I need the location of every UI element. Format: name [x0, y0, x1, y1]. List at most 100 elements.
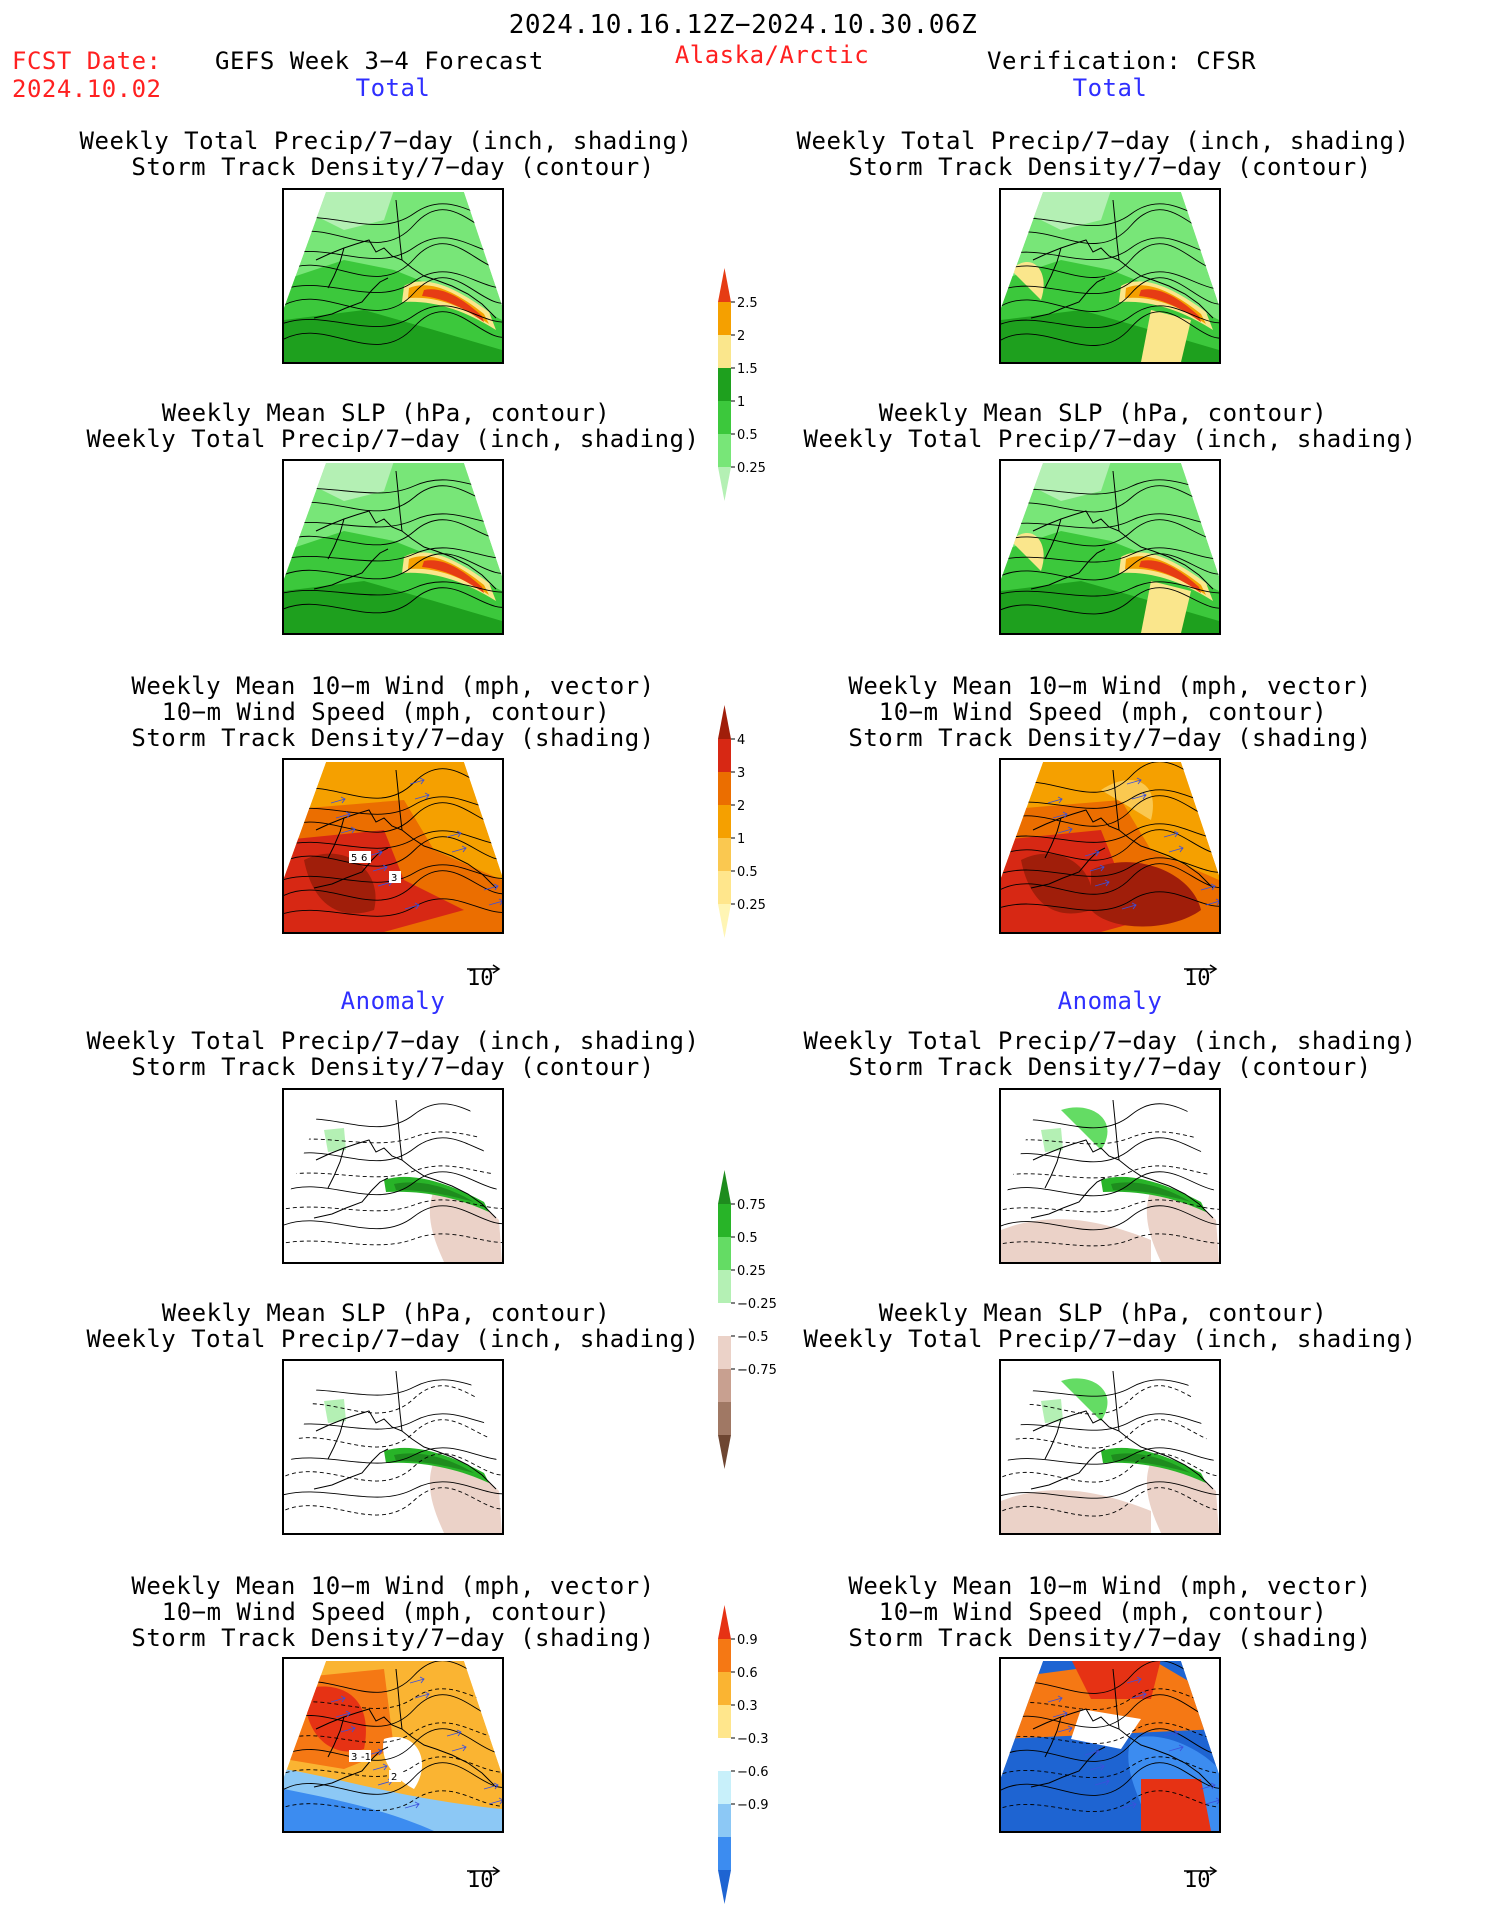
colorbar-swatch [718, 1170, 731, 1204]
shade-region [1001, 1490, 1151, 1533]
panel-title-line: Weekly Total Precip/7−day (inch, shading… [796, 127, 1410, 155]
contour-line [1001, 1131, 1219, 1145]
wind-vector [340, 1725, 356, 1733]
shade-region [1021, 853, 1093, 914]
contour-line [1001, 547, 1219, 563]
coastline [395, 1370, 403, 1432]
contour-line [284, 1487, 502, 1516]
contour-line [1001, 891, 1219, 911]
contour-label: 5 [351, 853, 357, 864]
verif-anomaly-label: Anomaly [1057, 987, 1163, 1015]
vector-reference-label: 10 [467, 1868, 494, 1893]
shade-region [1041, 1399, 1063, 1423]
panel-title-line: Storm Track Density/7−day (contour) [131, 153, 655, 181]
contour-line [284, 1137, 502, 1162]
colorbar-swatch [718, 904, 731, 938]
shade-region [1041, 1128, 1063, 1152]
map-field [1001, 1099, 1219, 1262]
coastline [1030, 1177, 1106, 1219]
colorbar-swatch [718, 1303, 731, 1336]
colorbar-tick-label: −0.75 [737, 1363, 777, 1378]
colorbar-svg: 2.5 2 1.5 1 0.5 0.25 [718, 268, 766, 501]
wind-vector [414, 792, 430, 800]
shade-region [1061, 1107, 1108, 1150]
coastline [315, 239, 497, 319]
wind-vector [1205, 898, 1219, 906]
wind-vector [1205, 1797, 1219, 1805]
coastline [1030, 277, 1106, 319]
coastline [1112, 1668, 1120, 1730]
contour-line [1001, 243, 1219, 278]
panel-title-line: Weekly Mean 10−m Wind (mph, vector) [131, 1572, 655, 1600]
contour-label-box [389, 1770, 401, 1782]
contour-line [1001, 1205, 1219, 1231]
wind-vector [446, 1729, 462, 1737]
shade-region [394, 1453, 474, 1473]
forecast-total-wind-map: 6 3 5 [282, 758, 504, 934]
vector-reference-label: 10 [1184, 1868, 1211, 1893]
coastline [1032, 1139, 1214, 1219]
contour-line [1001, 587, 1219, 615]
forecast-anomaly-label: Anomaly [340, 987, 446, 1015]
wind-vector [340, 826, 356, 834]
colorbar-swatch [718, 1237, 731, 1270]
contour-label-box [389, 871, 401, 883]
wind-vector [451, 1744, 467, 1752]
verification-title: Verification: CFSR [987, 47, 1257, 75]
verif-anom-slp-map [999, 1359, 1221, 1535]
map-svg: 6 3 5 [284, 762, 502, 932]
panel-title-line: Storm Track Density/7−day (shading) [131, 724, 655, 752]
forecast-title: GEFS Week 3−4 Forecast [215, 47, 544, 75]
coastline [313, 1746, 389, 1788]
wind-vector [330, 1695, 346, 1703]
panel-title-line: Weekly Mean 10−m Wind (mph, vector) [848, 672, 1372, 700]
panel-title-line: 10−m Wind Speed (mph, contour) [878, 698, 1328, 726]
wind-vector [488, 898, 502, 906]
colorbar-tick-label: −0.5 [737, 1330, 769, 1345]
wind-vector [1057, 1725, 1073, 1733]
map-field [284, 192, 502, 362]
contour-line [1001, 1487, 1219, 1517]
contour-line [1001, 1722, 1219, 1744]
panel-title-line: Storm Track Density/7−day (contour) [131, 1053, 655, 1081]
contour-line [1001, 1447, 1219, 1465]
arrow-icon [467, 964, 501, 974]
coastline [313, 277, 389, 319]
contour-line [284, 870, 502, 901]
wind-vector [372, 1763, 388, 1771]
colorbar-swatch [718, 1270, 731, 1303]
coastline [1044, 1147, 1062, 1189]
wind-vector [404, 1801, 420, 1809]
wind-vector [335, 1710, 351, 1718]
wind-vector [303, 1672, 319, 1680]
contour-line [284, 305, 502, 327]
coastline [1044, 518, 1062, 560]
shade-region [1141, 1779, 1211, 1831]
contour-line [1001, 271, 1219, 295]
colorbar-svg: 0.9 0.6 0.3 −0.3 −0.6 −0.9 [718, 1605, 769, 1904]
contour-line [284, 547, 502, 562]
colorbar-swatch [718, 268, 731, 302]
map-svg [284, 1099, 502, 1262]
contour-line [284, 1233, 502, 1246]
verif-anom-wind-map [999, 1657, 1221, 1833]
contour-line [284, 1103, 502, 1128]
colorbar-tick-label: 0.75 [737, 1198, 766, 1213]
shade-region [1139, 560, 1201, 593]
contour-line [284, 864, 502, 883]
panel-title-line: Weekly Mean 10−m Wind (mph, vector) [131, 672, 655, 700]
verif-total-precip-map [999, 188, 1221, 364]
shade-region [1101, 780, 1153, 820]
shade-region [1141, 581, 1191, 633]
colorbar-tick-label: 1.5 [737, 362, 758, 377]
wind-vector [1052, 1710, 1068, 1718]
colorbar-swatch [718, 772, 731, 805]
contour-line [284, 1447, 502, 1464]
coastline [327, 1716, 345, 1758]
shade-region [422, 289, 484, 322]
forecast-anom-precip-map [282, 1088, 504, 1264]
colorbar-swatch [718, 705, 731, 739]
vector-reference-label: 10 [467, 966, 494, 991]
contour-line [284, 1453, 502, 1482]
map-field [284, 1370, 502, 1533]
